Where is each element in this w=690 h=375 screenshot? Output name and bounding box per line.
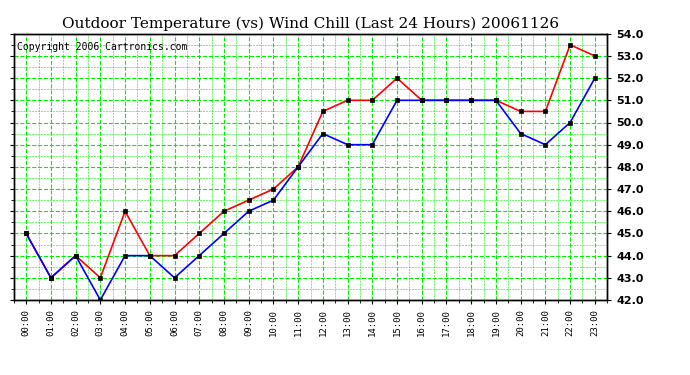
Text: Copyright 2006 Cartronics.com: Copyright 2006 Cartronics.com [17, 42, 187, 52]
Title: Outdoor Temperature (vs) Wind Chill (Last 24 Hours) 20061126: Outdoor Temperature (vs) Wind Chill (Las… [62, 17, 559, 31]
